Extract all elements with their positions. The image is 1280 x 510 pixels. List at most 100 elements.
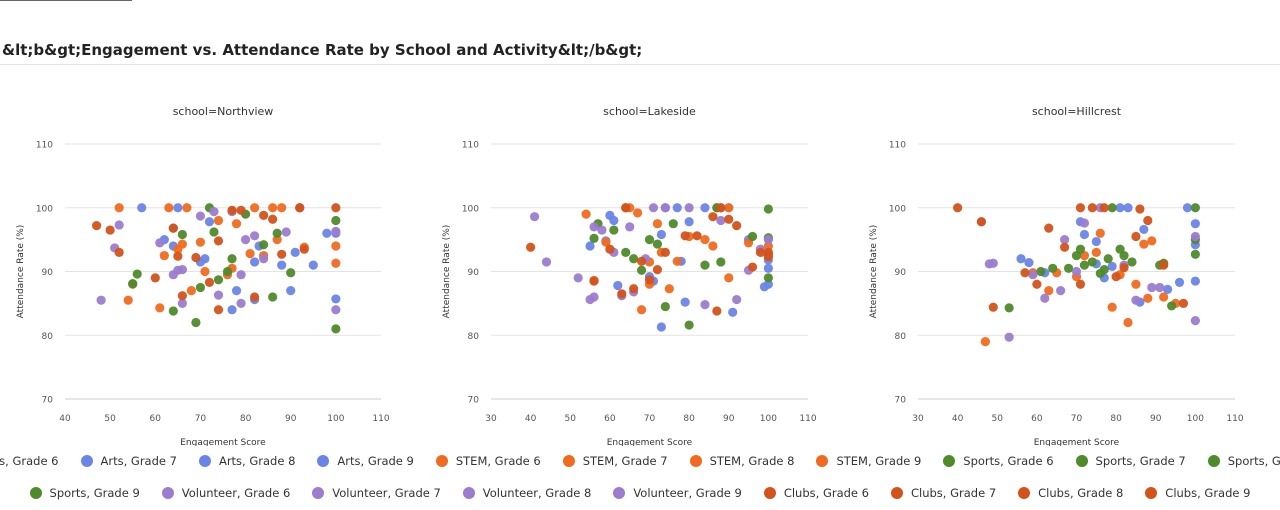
legend-marker-icon — [312, 487, 325, 499]
x-tick-label: 100 — [1187, 414, 1204, 424]
data-point-volunteer — [597, 225, 607, 235]
data-point-volunteer — [763, 235, 773, 245]
legend-item[interactable]: STEM, Grade 8 — [689, 454, 794, 468]
data-point-arts — [204, 217, 215, 227]
data-point-sports — [660, 301, 670, 312]
data-point-stem — [200, 266, 210, 277]
data-point-sports — [209, 227, 219, 237]
legend-label: Clubs, Grade 9 — [1165, 486, 1251, 500]
data-point-volunteer — [660, 203, 670, 213]
data-point-stem — [672, 256, 682, 266]
legend-marker-icon — [1075, 455, 1088, 467]
legend-label: Volunteer, Grade 8 — [482, 486, 592, 500]
data-point-clubs — [250, 292, 260, 302]
data-point-clubs — [1111, 272, 1121, 282]
y-tick-label: 100 — [462, 204, 479, 214]
data-point-clubs — [763, 252, 773, 262]
legend-row: Sports, Grade 9 Volunteer, Grade 6 Volunte… — [0, 486, 1280, 500]
legend-label: STEM, Grade 7 — [582, 454, 668, 468]
data-point-sports — [747, 231, 758, 242]
y-tick-label: 100 — [889, 204, 906, 214]
data-point-sports — [1048, 263, 1058, 273]
legend-marker-icon — [435, 455, 448, 467]
x-tick-label: 50 — [992, 414, 1004, 424]
data-point-volunteer — [209, 206, 219, 217]
legend-item[interactable]: Arts, Grade 9 — [317, 454, 414, 468]
x-tick-label: 60 — [150, 414, 162, 424]
data-point-stem — [652, 219, 663, 229]
legend-item[interactable]: Clubs, Grade 6 — [763, 486, 869, 500]
data-point-volunteer — [177, 298, 187, 308]
data-point-clubs — [1032, 279, 1042, 289]
data-point-clubs — [1060, 242, 1070, 252]
legend-item[interactable]: Arts, Grade 7 — [80, 454, 177, 468]
y-tick-label: 80 — [42, 332, 54, 342]
data-point-stem — [581, 209, 591, 219]
legend-item[interactable]: Volunteer, Grade 8 — [462, 486, 592, 500]
legend-marker-icon — [198, 455, 211, 467]
legend-item[interactable]: Sports, Grade 7 — [1075, 454, 1186, 468]
x-tick-label: 110 — [1226, 414, 1243, 424]
data-point-stem — [277, 203, 287, 213]
legend-row: Arts, Grade 6 Arts, Grade 7 Arts, Grade 8 A… — [0, 454, 1280, 468]
x-tick-label: 90 — [1150, 414, 1162, 424]
legend-label: STEM, Grade 6 — [455, 454, 541, 468]
data-point-sports — [1099, 264, 1109, 275]
y-tick-label: 90 — [468, 268, 480, 278]
data-point-stem — [1131, 279, 1141, 289]
data-point-sports — [1119, 250, 1129, 261]
legend-item[interactable]: Sports, Grade 8 — [1207, 454, 1280, 468]
legend-marker-icon — [890, 487, 903, 499]
x-tick-label: 90 — [723, 414, 735, 424]
legend-item[interactable]: Arts, Grade 8 — [198, 454, 296, 468]
x-tick-label: 110 — [372, 414, 389, 424]
legend-marker-icon — [161, 487, 174, 499]
legend-item[interactable]: Volunteer, Grade 7 — [312, 486, 441, 500]
data-point-sports — [222, 266, 233, 277]
data-point-volunteer — [236, 270, 246, 280]
data-point-volunteer — [250, 231, 260, 241]
data-point-arts — [231, 286, 242, 296]
legend-item[interactable]: Clubs, Grade 8 — [1018, 486, 1123, 500]
data-point-clubs — [724, 214, 734, 224]
y-tick-label: 110 — [36, 141, 53, 151]
legend-item[interactable]: STEM, Grade 6 — [435, 454, 541, 468]
legend-item[interactable]: Arts, Grade 6 — [0, 454, 59, 468]
legend-item[interactable]: STEM, Grade 7 — [562, 454, 668, 468]
legend-marker-icon — [1207, 455, 1220, 467]
y-tick-label: 90 — [895, 268, 907, 278]
legend-item[interactable]: Volunteer, Grade 9 — [613, 486, 742, 500]
data-point-sports — [195, 282, 206, 293]
legend-marker-icon — [317, 455, 330, 467]
legend-label: Clubs, Grade 7 — [910, 486, 997, 500]
data-point-clubs — [177, 291, 187, 301]
data-point-volunteer — [1040, 293, 1050, 303]
data-point-sports — [652, 239, 663, 249]
x-tick-label: 40 — [525, 414, 537, 424]
data-point-volunteer — [1131, 295, 1141, 305]
legend-item[interactable]: STEM, Grade 9 — [816, 454, 921, 468]
data-point-stem — [1159, 292, 1169, 302]
data-point-stem — [1143, 293, 1153, 303]
x-tick-label: 110 — [799, 414, 816, 424]
legend-label: Sports, Grade 6 — [963, 454, 1054, 468]
legend-item[interactable]: Sports, Grade 9 — [29, 486, 140, 500]
data-point-clubs — [988, 302, 998, 312]
data-point-stem — [177, 239, 187, 249]
legend-item[interactable]: Volunteer, Grade 6 — [161, 486, 290, 500]
legend-marker-icon — [29, 487, 42, 499]
data-point-arts — [1123, 203, 1133, 213]
x-tick-label: 80 — [1110, 414, 1122, 424]
legend-item[interactable]: Sports, Grade 6 — [943, 454, 1054, 468]
legend-label: Arts, Grade 8 — [218, 454, 296, 468]
data-point-arts — [1091, 236, 1101, 247]
legend-item[interactable]: Clubs, Grade 7 — [890, 486, 997, 500]
data-point-arts — [700, 203, 710, 213]
data-point-volunteer — [96, 295, 106, 305]
data-point-stem — [664, 284, 674, 294]
legend-item[interactable]: Clubs, Grade 9 — [1145, 486, 1250, 500]
title-divider — [0, 64, 1280, 65]
data-point-sports — [1004, 303, 1014, 313]
data-point-stem — [195, 237, 206, 247]
x-tick-label: 50 — [565, 414, 577, 424]
